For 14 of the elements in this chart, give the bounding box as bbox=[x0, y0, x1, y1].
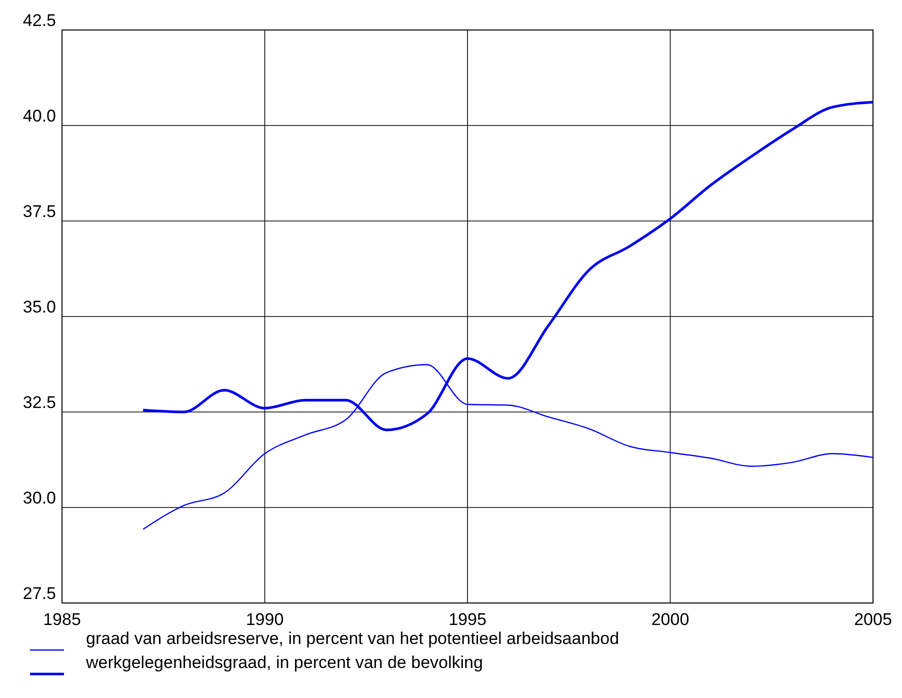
y-tick-label: 40.0 bbox=[22, 106, 56, 126]
x-tick-label: 2005 bbox=[854, 610, 892, 629]
x-tick-label: 1995 bbox=[448, 610, 486, 629]
y-tick-label: 42.5 bbox=[22, 11, 56, 30]
y-tick-label: 35.0 bbox=[22, 298, 56, 316]
y-tick-label: 37.5 bbox=[22, 202, 56, 221]
x-tick-label: 2000 bbox=[651, 610, 690, 629]
legend-label: graad van arbeidsreserve, in percent van het potentieel arbeidsaanbod bbox=[86, 629, 620, 648]
x-tick-label: 1985 bbox=[43, 610, 81, 629]
y-tick-label: 30.0 bbox=[22, 488, 56, 508]
x-tick-label: 1990 bbox=[246, 610, 284, 629]
legend-label: werkgelegenheidsgraad, in percent van de bevolking bbox=[85, 653, 483, 672]
y-tick-label: 32.5 bbox=[22, 393, 56, 412]
y-tick-label: 27.5 bbox=[22, 584, 56, 603]
